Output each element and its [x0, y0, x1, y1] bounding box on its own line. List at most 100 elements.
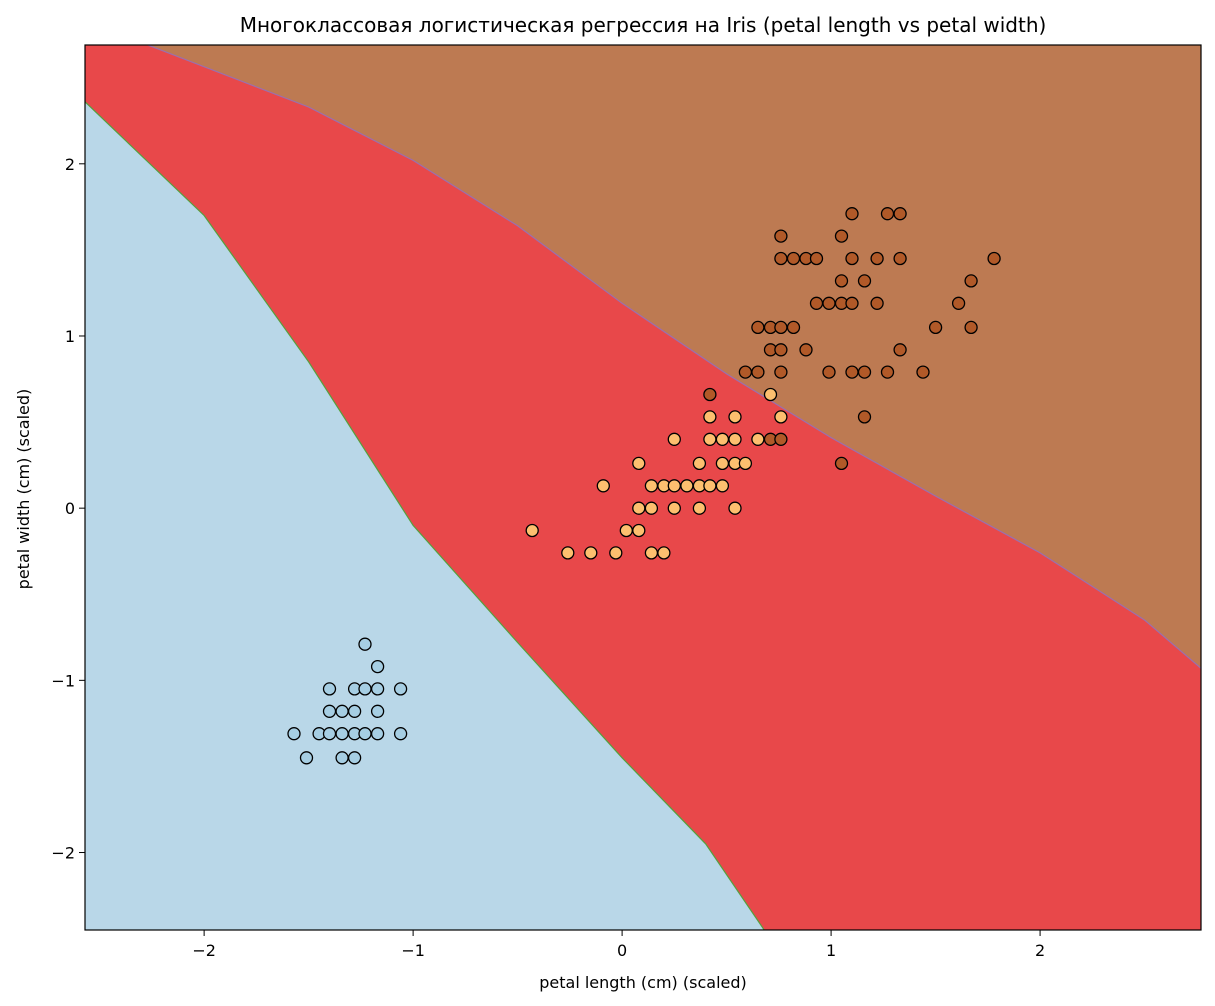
data-point: [609, 546, 623, 560]
data-point: [393, 727, 408, 741]
data-point: [322, 682, 337, 696]
data-point: [774, 432, 788, 446]
data-point: [834, 456, 849, 471]
data-point: [880, 365, 895, 379]
data-point: [916, 365, 930, 379]
y-tick-label: −1: [51, 671, 75, 690]
data-point: [834, 274, 849, 288]
data-point: [632, 523, 646, 538]
decision-regions: [85, 45, 1201, 930]
data-point: [692, 456, 707, 471]
data-point: [370, 682, 385, 696]
data-point: [893, 251, 907, 266]
data-point: [335, 704, 349, 718]
data-point: [525, 523, 539, 538]
data-point: [845, 207, 859, 221]
x-axis: −2 −1 0 1 2: [192, 930, 1045, 960]
data-point: [358, 637, 372, 651]
x-tick-label: −2: [192, 941, 216, 960]
data-point: [644, 546, 659, 560]
data-point: [845, 251, 859, 266]
data-point: [657, 546, 671, 560]
data-point: [322, 704, 337, 718]
data-point: [774, 320, 788, 335]
data-point: [715, 479, 730, 493]
data-point: [632, 501, 646, 515]
data-point: [703, 479, 717, 493]
x-tick-label: −1: [401, 941, 425, 960]
data-point: [857, 410, 872, 424]
data-point: [561, 546, 575, 560]
data-point: [347, 751, 362, 765]
x-tick-label: 0: [617, 941, 627, 960]
data-point: [809, 296, 824, 310]
series-0: [287, 637, 408, 765]
decision-boundary-1: [147, 45, 1201, 669]
decision-boundary-0: [85, 101, 765, 930]
data-point: [809, 251, 824, 266]
data-point: [964, 274, 978, 288]
data-point: [632, 456, 646, 471]
data-point: [870, 251, 884, 266]
data-point: [774, 343, 788, 357]
series-2: [703, 207, 1001, 471]
data-point: [774, 251, 788, 266]
data-point: [893, 343, 907, 357]
data-point: [774, 229, 788, 243]
region-class-2: [147, 45, 1201, 669]
data-point: [667, 501, 681, 515]
data-point: [728, 432, 742, 446]
data-point: [857, 365, 872, 379]
data-point: [870, 296, 884, 310]
y-axis-label: petal width (cm) (scaled): [14, 389, 33, 590]
data-point: [322, 727, 337, 741]
data-point: [644, 479, 659, 493]
data-point: [799, 343, 813, 357]
data-point: [335, 727, 349, 741]
data-point: [644, 501, 659, 515]
data-point: [703, 410, 717, 424]
data-point: [893, 207, 907, 221]
series-1: [525, 387, 788, 560]
y-tick-label: −2: [51, 844, 75, 863]
y-tick-label: 1: [65, 327, 75, 346]
plot-frame: [84, 44, 1202, 931]
data-point: [287, 727, 301, 741]
data-point: [335, 751, 349, 765]
data-point: [299, 751, 314, 765]
data-point: [964, 320, 978, 335]
region-class-0: [85, 101, 765, 930]
data-point: [857, 274, 872, 288]
x-tick-label: 2: [1035, 941, 1045, 960]
data-point: [763, 387, 778, 402]
data-point: [728, 410, 742, 424]
data-point: [692, 501, 707, 515]
data-point: [619, 523, 633, 538]
chart-title: Многоклассовая логистическая регрессия н…: [240, 13, 1047, 37]
data-point: [751, 320, 765, 335]
data-point: [928, 320, 943, 335]
data-point: [358, 727, 372, 741]
y-axis: −2 −1 0 1 2: [51, 155, 85, 863]
data-point: [845, 296, 859, 310]
data-point: [845, 365, 859, 379]
data-point: [728, 501, 742, 515]
y-tick-label: 0: [65, 499, 75, 518]
data-point: [751, 365, 765, 379]
data-point: [715, 456, 730, 471]
data-point: [370, 659, 385, 674]
data-point: [822, 296, 836, 310]
x-tick-label: 1: [826, 941, 836, 960]
data-point: [393, 682, 408, 696]
data-point: [596, 479, 610, 493]
scatter-points: [287, 207, 1001, 765]
data-point: [738, 456, 753, 471]
y-tick-label: 2: [65, 155, 75, 174]
data-point: [370, 727, 385, 741]
x-axis-label: petal length (cm) (scaled): [539, 973, 747, 992]
data-point: [370, 704, 385, 718]
data-point: [715, 432, 730, 446]
data-point: [834, 229, 849, 243]
data-point: [703, 432, 717, 446]
